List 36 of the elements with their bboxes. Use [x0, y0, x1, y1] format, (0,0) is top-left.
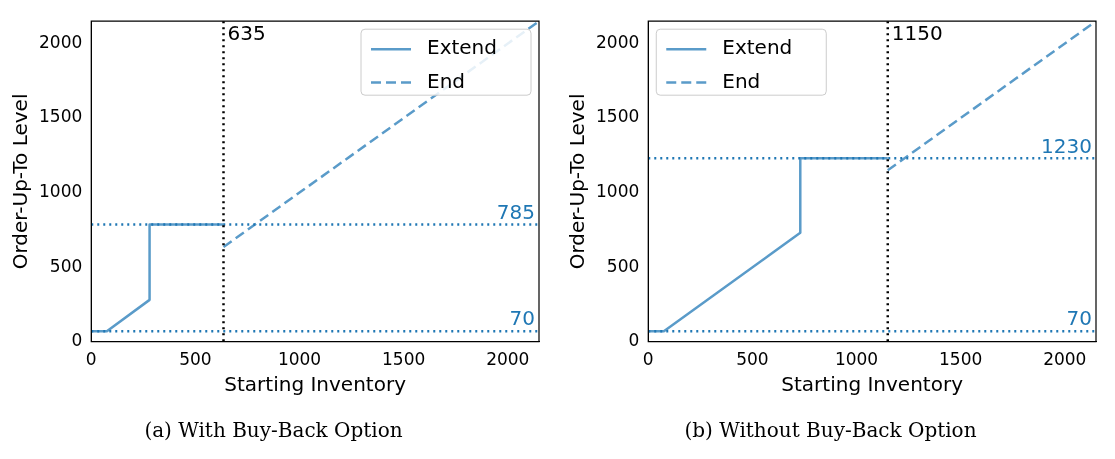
- y-tick-label: 500: [49, 255, 83, 276]
- y-tick-label: 1000: [596, 181, 640, 201]
- ref-line-label: 70: [1066, 306, 1092, 331]
- x-tick-label: 2000: [486, 349, 530, 370]
- ref-line-label: 635: [227, 21, 266, 46]
- y-tick-label: 1500: [39, 106, 83, 127]
- ref-line-label: 1150: [891, 21, 943, 46]
- legend-label: Extend: [722, 35, 793, 60]
- y-tick-label: 500: [606, 255, 640, 276]
- x-tick-label: 500: [736, 349, 769, 370]
- x-tick-label: 1500: [382, 349, 426, 370]
- ref-line-label: 785: [496, 199, 535, 224]
- y-tick-label: 0: [628, 330, 640, 351]
- text: (b) Without Buy-Back Option: [684, 418, 977, 443]
- x-tick-label: 1500: [939, 349, 983, 370]
- y-tick-label: 1000: [39, 181, 83, 201]
- y-axis-title: Order-Up-To Level: [565, 93, 590, 270]
- ref-line-label: 70: [509, 306, 535, 331]
- x-axis-title: Starting Inventory: [224, 372, 407, 397]
- x-tick-label: 0: [85, 349, 97, 370]
- legend-label: End: [427, 68, 466, 93]
- x-tick-label: 1000: [834, 349, 879, 370]
- ref-line-label: 1230: [1041, 133, 1092, 158]
- x-tick-label: 0: [642, 349, 654, 370]
- y-tick-label: 2000: [39, 31, 83, 52]
- x-tick-label: 1000: [277, 349, 322, 370]
- legend-label: Extend: [427, 35, 497, 60]
- x-axis-title: Starting Inventory: [781, 372, 964, 397]
- x-tick-label: 2000: [1043, 349, 1087, 370]
- legend-label: End: [722, 68, 761, 93]
- y-tick-label: 1500: [596, 106, 640, 127]
- y-tick-label: 0: [71, 330, 83, 351]
- text: (a) With Buy-Back Option: [144, 418, 403, 443]
- y-axis-title: Order-Up-To Level: [8, 93, 33, 270]
- x-tick-label: 500: [179, 349, 212, 370]
- y-tick-label: 2000: [596, 31, 640, 52]
